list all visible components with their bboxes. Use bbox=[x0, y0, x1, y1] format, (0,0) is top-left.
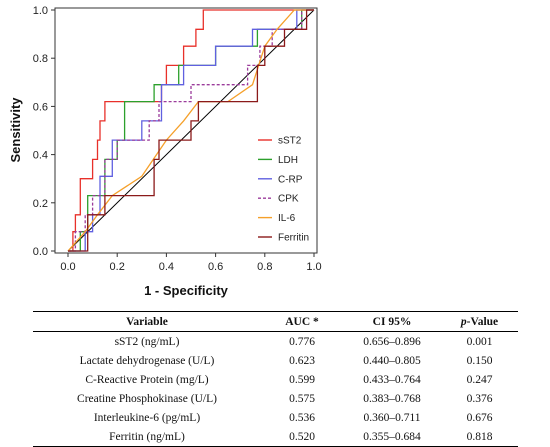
x-tick-label: 0.6 bbox=[208, 261, 223, 273]
cell-variable: Interleukine-6 (pg/mL) bbox=[93, 411, 201, 424]
table-row: Creatine Phosphokinase (U/L) 0.575 0.383… bbox=[33, 389, 518, 408]
cell-auc: 0.520 bbox=[261, 427, 343, 447]
legend-label: IL-6 bbox=[278, 213, 296, 224]
x-tick-label: 0.4 bbox=[159, 261, 174, 273]
cell-p: 0.001 bbox=[466, 335, 493, 348]
legend: sST2 LDH C-RP CPK IL-6 Ferritin bbox=[258, 136, 309, 244]
y-tick-label: 1.0 bbox=[33, 5, 48, 17]
cell-variable: Creatine Phosphokinase (U/L) bbox=[77, 392, 217, 405]
cell-auc: 0.776 bbox=[289, 335, 315, 348]
y-tick-label: 0.8 bbox=[33, 53, 48, 65]
header-auc: AUC * bbox=[261, 311, 343, 332]
x-tick-label: 0.2 bbox=[110, 261, 125, 273]
cell-variable: sST2 (ng/mL) bbox=[114, 335, 180, 348]
x-tick-label: 1.0 bbox=[306, 261, 321, 273]
cell-ci: 0.656–0.896 bbox=[363, 335, 421, 348]
legend-label: Ferritin bbox=[278, 233, 309, 244]
y-tick-label: 0.6 bbox=[33, 101, 48, 113]
legend-label: CPK bbox=[278, 194, 299, 205]
table-header-row: Variable AUC * CI 95% p-Value bbox=[33, 311, 518, 332]
plot-frame bbox=[54, 7, 318, 254]
cell-p: 0.376 bbox=[466, 392, 493, 405]
cell-p: 0.676 bbox=[466, 411, 493, 424]
table-row: sST2 (ng/mL) 0.776 0.656–0.896 0.001 bbox=[33, 332, 518, 352]
roc-curve-c-rp bbox=[68, 9, 314, 252]
cell-variable: C-Reactive Protein (mg/L) bbox=[85, 373, 209, 386]
header-p-italic: p bbox=[460, 315, 467, 328]
cell-auc: 0.599 bbox=[289, 373, 315, 386]
auc-table: Variable AUC * CI 95% p-Value sST2 (ng/m… bbox=[33, 311, 518, 447]
legend-label: sST2 bbox=[278, 136, 302, 147]
header-p-value: p-Value bbox=[441, 311, 518, 332]
y-tick-label: 0.0 bbox=[33, 246, 48, 258]
cell-variable: Ferritin (ng/mL) bbox=[33, 427, 261, 447]
header-p-rest: -Value bbox=[466, 315, 499, 328]
legend-label: LDH bbox=[278, 155, 298, 166]
y-tick-label: 0.4 bbox=[33, 150, 48, 162]
cell-ci: 0.440–0.805 bbox=[363, 354, 421, 367]
header-variable: Variable bbox=[33, 311, 261, 332]
y-tick-label: 0.2 bbox=[33, 198, 48, 210]
header-ci: CI 95% bbox=[343, 311, 441, 332]
x-tick-label: 0.0 bbox=[60, 261, 75, 273]
roc-curve-sst2 bbox=[68, 9, 314, 252]
cell-auc: 0.623 bbox=[289, 354, 315, 367]
table-row: Lactate dehydrogenase (U/L) 0.623 0.440–… bbox=[33, 351, 518, 370]
table-row: Interleukine-6 (pg/mL) 0.536 0.360–0.711… bbox=[33, 408, 518, 427]
cell-variable: Lactate dehydrogenase (U/L) bbox=[79, 354, 215, 367]
cell-ci: 0.360–0.711 bbox=[363, 411, 421, 424]
cell-p: 0.247 bbox=[466, 373, 493, 386]
table-row: Ferritin (ng/mL) 0.520 0.355–0.684 0.818 bbox=[33, 427, 518, 447]
legend-label: C-RP bbox=[278, 174, 303, 185]
cell-p: 0.150 bbox=[466, 354, 493, 367]
cell-p: 0.818 bbox=[441, 427, 518, 447]
axis-ticks: 0.0 0.2 0.4 0.6 0.8 1.0 0.0 0.2 0.4 0.6 0.8 1.0 bbox=[33, 5, 322, 273]
table-row: C-Reactive Protein (mg/L) 0.599 0.433–0.… bbox=[33, 370, 518, 389]
cell-ci: 0.355–0.684 bbox=[343, 427, 441, 447]
y-axis-label: Sensitivity bbox=[8, 97, 23, 163]
cell-ci: 0.433–0.764 bbox=[363, 373, 421, 386]
roc-chart: 0.0 0.2 0.4 0.6 0.8 1.0 0.0 0.2 0.4 0.6 0.8 1.0 sST… bbox=[8, 5, 322, 298]
roc-curve-ldh bbox=[68, 9, 314, 252]
cell-auc: 0.575 bbox=[289, 392, 315, 405]
x-tick-label: 0.8 bbox=[257, 261, 272, 273]
x-axis-label: 1 - Specificity bbox=[144, 283, 229, 298]
roc-curve-il-6 bbox=[67, 9, 314, 252]
roc-curve-ferritin bbox=[68, 9, 314, 252]
cell-auc: 0.536 bbox=[289, 411, 315, 424]
roc-curves bbox=[67, 9, 314, 252]
cell-ci: 0.383–0.768 bbox=[363, 392, 421, 405]
